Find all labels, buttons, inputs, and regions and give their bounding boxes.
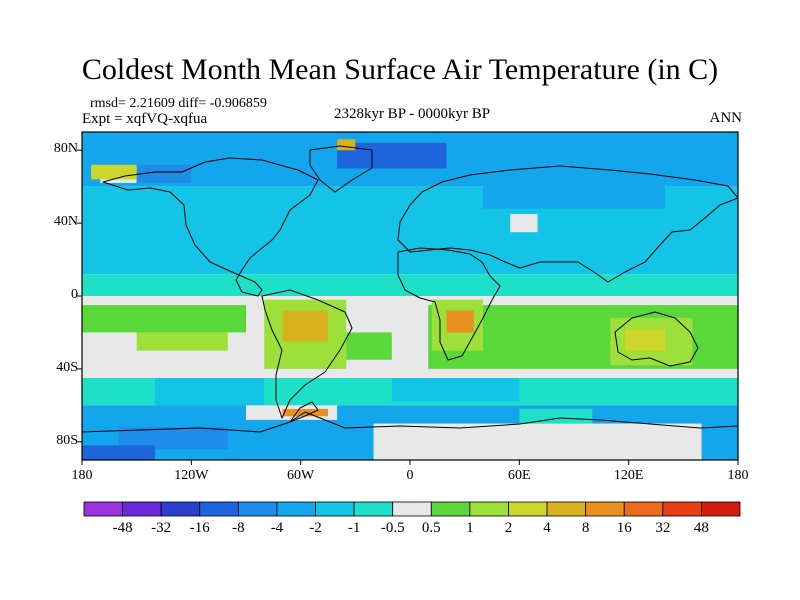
colorbar-label: -0.5 bbox=[380, 520, 405, 536]
field-region-8 bbox=[82, 305, 246, 333]
field-region-5 bbox=[136, 164, 192, 184]
colorbar-swatch bbox=[701, 501, 741, 517]
colorbar-swatch bbox=[237, 501, 278, 517]
colorbar-label: -1 bbox=[347, 520, 361, 536]
coastline-north-america bbox=[102, 157, 319, 297]
lon-tick-label: 180 bbox=[71, 468, 93, 483]
colorbar-label: 4 bbox=[543, 520, 551, 536]
colorbar-label: -16 bbox=[189, 520, 210, 536]
colorbar-swatch bbox=[469, 501, 509, 517]
experiment-line: Expt = xqfVQ-xqfua bbox=[82, 111, 208, 127]
figure-title: Coldest Month Mean Surface Air Temperatu… bbox=[81, 53, 719, 86]
colorbar-label: -8 bbox=[232, 520, 245, 536]
colorbar-swatch bbox=[353, 501, 394, 517]
colorbar-label: -4 bbox=[270, 520, 284, 536]
coastline-antarctic-peninsula bbox=[289, 401, 319, 423]
lon-tick-label: 120W bbox=[174, 468, 209, 483]
colorbar-swatch bbox=[623, 501, 664, 517]
field-region-12 bbox=[346, 332, 392, 360]
colorbar-label: 1 bbox=[466, 520, 474, 536]
colorbar-label: 2 bbox=[504, 520, 513, 536]
colorbar-swatch bbox=[199, 501, 239, 517]
coastline-europe-asia bbox=[397, 165, 739, 283]
axis-ticks bbox=[77, 149, 739, 465]
colorbar-label: 32 bbox=[655, 520, 671, 536]
field-region-27 bbox=[519, 408, 593, 424]
lon-tick-label: 180 bbox=[727, 468, 749, 483]
field-region-28 bbox=[91, 164, 137, 180]
colorbar-swatch bbox=[508, 501, 548, 517]
lon-tick-label: 60W bbox=[287, 468, 315, 483]
coastline-south-america bbox=[261, 289, 353, 419]
field-region-15 bbox=[446, 310, 474, 333]
field-region-22 bbox=[373, 423, 702, 460]
colorbar-swatch bbox=[392, 501, 432, 517]
colorbar-label: 48 bbox=[693, 520, 709, 536]
colorbar-swatch bbox=[546, 501, 587, 517]
colorbar-swatch bbox=[430, 501, 471, 517]
lat-tick-label: 80N bbox=[53, 141, 78, 157]
colorbar-label: -2 bbox=[309, 520, 322, 536]
field-region-11 bbox=[282, 310, 328, 342]
colorbar-swatch bbox=[276, 501, 316, 517]
lat-tick-label: 0 bbox=[71, 287, 78, 302]
colorbar-swatch bbox=[160, 501, 201, 517]
lat-tick-label: 40S bbox=[56, 359, 78, 375]
colorbar-label: -32 bbox=[151, 520, 172, 536]
colorbar bbox=[83, 501, 741, 517]
field-region-26 bbox=[82, 445, 155, 460]
lat-tick-label: 40N bbox=[53, 214, 78, 230]
colorbar-label: 0.5 bbox=[421, 520, 441, 536]
temperature-field bbox=[82, 132, 738, 460]
stats-line: rmsd= 2.21609 diff= -0.906859 bbox=[90, 96, 267, 111]
period-line: 2328kyr BP - 0000kyr BP bbox=[333, 106, 491, 122]
coastline-australia bbox=[614, 311, 699, 367]
field-region-29 bbox=[337, 139, 356, 151]
field-region-6 bbox=[82, 274, 738, 296]
colorbar-swatch bbox=[122, 501, 162, 517]
coastline-africa bbox=[397, 247, 501, 361]
field-region-3 bbox=[482, 164, 666, 209]
field-region-25 bbox=[118, 427, 228, 450]
field-region-9 bbox=[136, 332, 228, 351]
lon-tick-label: 60E bbox=[508, 468, 531, 483]
colorbar-swatch bbox=[585, 501, 625, 517]
lon-tick-label: 120E bbox=[613, 468, 644, 483]
colorbar-swatch bbox=[315, 501, 355, 517]
colorbar-label: -48 bbox=[112, 520, 133, 536]
colorbar-swatch bbox=[83, 501, 123, 517]
field-region-19 bbox=[154, 378, 265, 406]
field-region-20 bbox=[391, 378, 520, 402]
lon-tick-label: 0 bbox=[406, 468, 414, 483]
coastline-antarctica bbox=[81, 411, 739, 433]
colorbar-swatch bbox=[662, 501, 702, 517]
coastline-greenland bbox=[309, 145, 373, 193]
lat-tick-label: 80S bbox=[56, 432, 78, 448]
field-region-30 bbox=[510, 214, 538, 233]
colorbar-label: 16 bbox=[616, 520, 632, 536]
coastlines bbox=[81, 145, 739, 433]
colorbar-label: 8 bbox=[581, 520, 590, 536]
season-label: ANN bbox=[709, 110, 743, 126]
field-region-17 bbox=[625, 328, 666, 351]
